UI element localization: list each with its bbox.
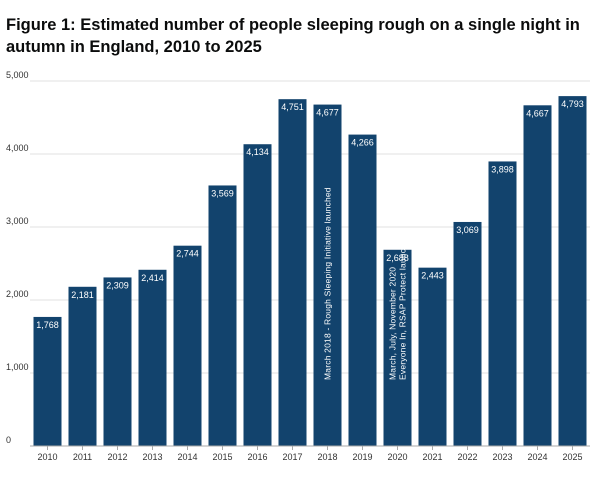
x-tick-label: 2020 xyxy=(387,452,407,462)
x-tick-label: 2018 xyxy=(317,452,337,462)
y-tick-label: 3,000 xyxy=(6,216,29,226)
x-axis-ticks: 2010 2011 2012 2013 2014 2015 2016 2017 2018 2019… xyxy=(37,446,583,462)
annotation-2018: March 2018 - Rough Sleeping Initiative l… xyxy=(323,187,333,380)
x-tick-label: 2019 xyxy=(352,452,372,462)
data-label-2011: 2,181 xyxy=(71,290,94,300)
y-tick-label: 1,000 xyxy=(6,362,29,372)
x-tick-label: 2014 xyxy=(177,452,197,462)
data-label-2015: 3,569 xyxy=(211,188,234,198)
x-tick-label: 2010 xyxy=(37,452,57,462)
bar-2025 xyxy=(558,96,587,447)
bar-2018 xyxy=(313,104,342,446)
data-label-2024: 4,667 xyxy=(526,108,549,118)
bar-2021 xyxy=(418,267,447,446)
bar-2022 xyxy=(453,221,482,446)
y-axis-ticks: 0 1,000 2,000 3,000 4,000 5,000 xyxy=(6,70,29,445)
data-labels: 1,768 2,181 2,309 2,414 2,744 3,569 4,134 4,751… xyxy=(36,99,584,330)
y-tick-label: 5,000 xyxy=(6,70,29,80)
bar-2017 xyxy=(278,99,307,446)
annotation-2020: March, July, November 2020 xyxy=(388,267,398,380)
bar-2014 xyxy=(173,245,202,446)
annotations: March 2018 - Rough Sleeping Initiative l… xyxy=(323,187,408,380)
data-label-2018: 4,677 xyxy=(316,108,339,118)
chart-title: Figure 1: Estimated number of people sle… xyxy=(6,16,580,56)
bar-2020 xyxy=(383,249,412,446)
data-label-2014: 2,744 xyxy=(176,249,199,259)
bar-2019 xyxy=(348,134,377,446)
bar-2011 xyxy=(68,286,97,446)
data-label-2021: 2,443 xyxy=(421,271,444,281)
y-tick-label: 4,000 xyxy=(6,143,29,153)
bar-2023 xyxy=(488,161,517,447)
annotation-2020: Everyone In, RSAP Protect launched xyxy=(398,234,408,380)
x-tick-label: 2025 xyxy=(562,452,582,462)
bar-2012 xyxy=(103,277,132,446)
x-tick-label: 2015 xyxy=(212,452,232,462)
data-label-2012: 2,309 xyxy=(106,280,129,290)
data-label-2019: 4,266 xyxy=(351,138,374,148)
bars xyxy=(33,96,587,447)
data-label-2022: 3,069 xyxy=(456,225,479,235)
data-label-2025: 4,793 xyxy=(561,99,584,109)
bar-2016 xyxy=(243,144,272,446)
data-label-2023: 3,898 xyxy=(491,164,514,174)
data-label-2010: 1,768 xyxy=(36,320,59,330)
bar-2010 xyxy=(33,316,62,446)
bar-2024 xyxy=(523,105,552,447)
data-label-2016: 4,134 xyxy=(246,147,269,157)
x-tick-label: 2016 xyxy=(247,452,267,462)
data-label-2017: 4,751 xyxy=(281,102,304,112)
bar-2013 xyxy=(138,269,167,446)
x-tick-label: 2024 xyxy=(527,452,547,462)
y-tick-label: 2,000 xyxy=(6,289,29,299)
x-tick-label: 2011 xyxy=(73,452,92,462)
x-tick-label: 2021 xyxy=(422,452,442,462)
x-tick-label: 2012 xyxy=(107,452,127,462)
data-label-2013: 2,414 xyxy=(141,273,164,283)
x-tick-label: 2023 xyxy=(492,452,512,462)
x-tick-label: 2013 xyxy=(142,452,162,462)
data-label-2020: 2,688 xyxy=(386,253,409,263)
x-tick-label: 2022 xyxy=(457,452,477,462)
x-tick-label: 2017 xyxy=(282,452,302,462)
y-tick-label: 0 xyxy=(6,435,11,445)
bar-2015 xyxy=(208,185,237,446)
